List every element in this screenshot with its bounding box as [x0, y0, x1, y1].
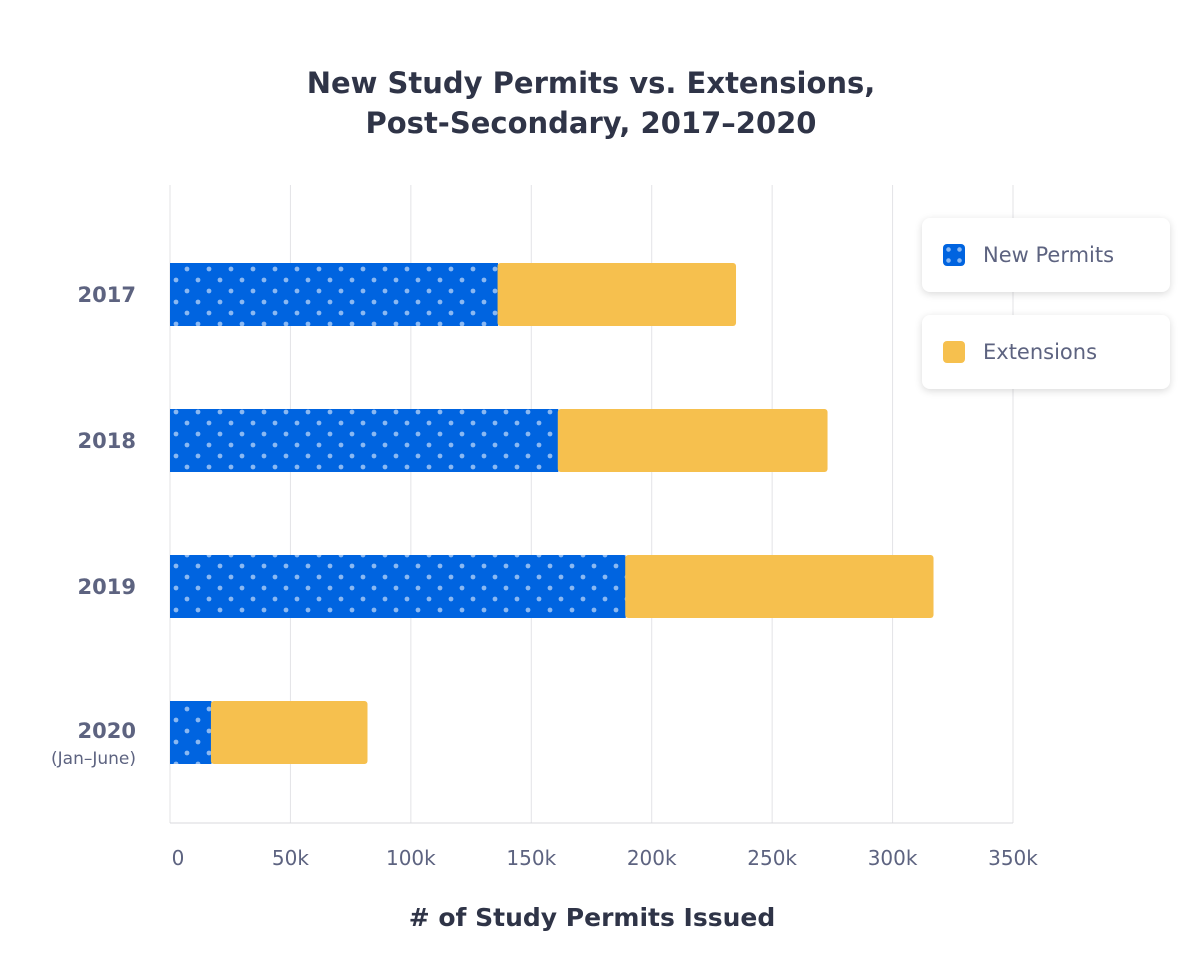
- legend-item-new-permits: New Permits: [922, 218, 1170, 292]
- y-tick-label: 2017: [78, 283, 136, 307]
- chart-title-line-1: New Study Permits vs. Extensions,: [307, 66, 876, 100]
- x-tick-label: 300k: [868, 846, 918, 870]
- x-tick-label: 250k: [747, 846, 797, 870]
- bar-new-permits-2020: [170, 701, 212, 764]
- extensions-swatch: [943, 341, 965, 363]
- x-tick-label: 100k: [386, 846, 436, 870]
- y-tick-label: 2020: [78, 719, 136, 743]
- legend-label: New Permits: [983, 243, 1115, 267]
- bar-new-permits-2018: [170, 409, 559, 472]
- y-tick-label: 2019: [78, 575, 136, 599]
- x-tick-label: 0: [172, 846, 185, 870]
- bar-extensions-2018: [557, 409, 828, 472]
- x-tick-label: 200k: [627, 846, 677, 870]
- legend-item-extensions: Extensions: [922, 315, 1170, 389]
- bar-extensions-2017: [497, 263, 737, 326]
- y-tick-sublabel: (Jan–June): [51, 749, 136, 769]
- x-tick-label: 350k: [988, 846, 1038, 870]
- legend-label: Extensions: [983, 340, 1098, 364]
- bar-extensions-2019: [625, 555, 934, 618]
- bar-new-permits-2019: [170, 555, 626, 618]
- chart-title-line-2: Post-Secondary, 2017–2020: [366, 106, 817, 140]
- bar-new-permits-2017: [170, 263, 499, 326]
- x-axis-label: # of Study Permits Issued: [409, 903, 776, 932]
- x-tick-label: 50k: [272, 846, 309, 870]
- new-permits-swatch: [943, 244, 965, 266]
- bar-extensions-2020: [210, 701, 368, 764]
- x-tick-label: 150k: [506, 846, 556, 870]
- y-tick-label: 2018: [78, 429, 136, 453]
